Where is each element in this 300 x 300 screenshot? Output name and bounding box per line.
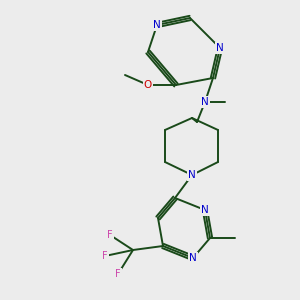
Text: O: O	[144, 80, 152, 90]
Text: N: N	[216, 43, 224, 53]
Text: N: N	[188, 170, 196, 180]
Text: N: N	[201, 97, 209, 107]
Text: N: N	[189, 253, 197, 263]
Text: F: F	[115, 269, 121, 279]
Text: N: N	[153, 20, 161, 30]
Text: F: F	[102, 251, 108, 261]
Text: F: F	[107, 230, 113, 240]
Text: N: N	[201, 205, 209, 215]
